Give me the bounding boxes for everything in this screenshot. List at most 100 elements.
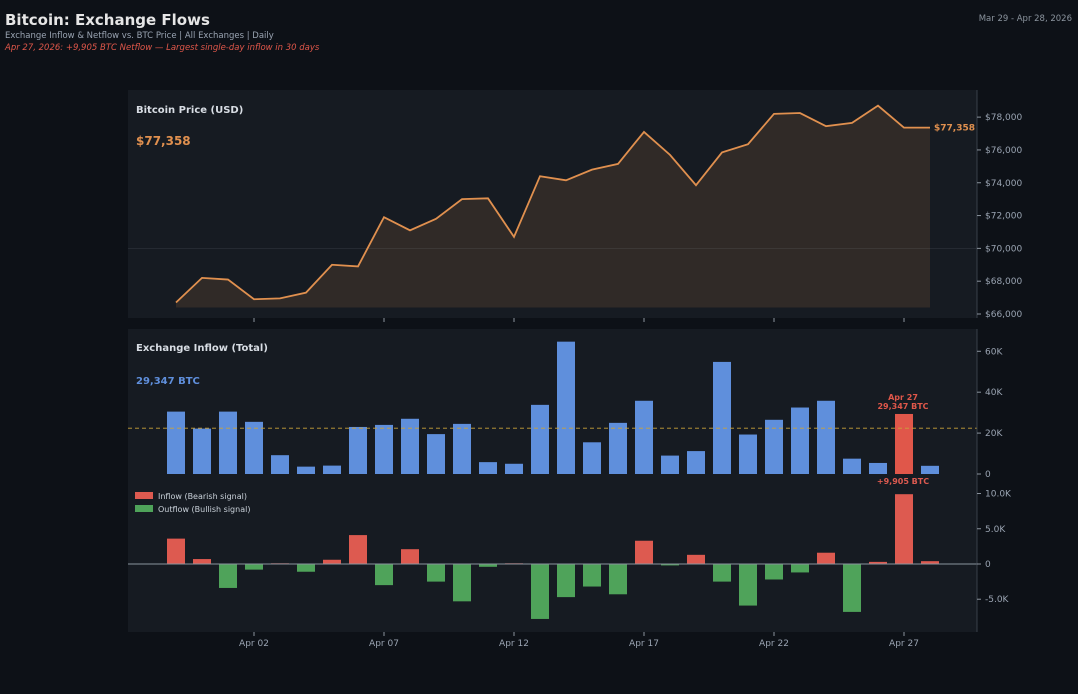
netflow-bar [297,563,315,572]
inflow-bar [245,421,263,474]
inflow-bar [401,418,419,474]
inflow-bar [583,442,601,474]
price-line [175,104,930,304]
netflow-bar [453,563,471,602]
price-y-tick-label: $78,000 [985,113,1022,123]
inflow-bar [765,419,783,474]
netflow-bar [557,563,575,598]
price-panel-title: Bitcoin Price (USD) [136,105,243,116]
netflow-bar [375,563,393,586]
x-tick-label: Apr 22 [759,639,789,649]
netflow-bar [687,554,705,564]
netflow-bar [635,540,653,564]
inflow-bar [297,466,315,474]
price-panel [128,90,977,318]
inflow-annotation-value: 29,347 BTC [877,402,928,411]
inflow-bar [661,455,679,474]
x-tick-label: Apr 17 [629,639,659,649]
x-tick-label: Apr 07 [369,639,399,649]
legend-outflow-label: Outflow (Bullish signal) [158,505,250,514]
netflow-y-tick-label: 10.0K [985,490,1012,500]
legend-inflow-swatch [135,492,153,499]
price-area [176,105,930,308]
inflow-bar [193,428,211,474]
x-tick-label: Apr 12 [499,639,529,649]
inflow-bar [349,426,367,474]
netflow-bar [895,494,913,564]
inflow-bar [531,404,549,474]
inflow-current-value: 29,347 BTC [136,376,200,387]
netflow-bar [219,563,237,588]
page-title: Bitcoin: Exchange Flows [5,11,210,29]
netflow-y-tick-label: 0 [985,560,991,570]
inflow-bar [271,455,289,474]
netflow-bar [817,552,835,564]
netflow-bar [531,563,549,619]
inflow-bar [609,422,627,474]
netflow-bar [739,563,757,606]
netflow-y-tick-label: 5.0K [985,525,1006,535]
date-range: Mar 29 - Apr 28, 2026 [978,14,1072,24]
netflow-bar [661,563,679,566]
inflow-bar [869,462,887,474]
inflow-annotation-date: Apr 27 [888,393,918,402]
legend-inflow-label: Inflow (Bearish signal) [158,492,247,501]
netflow-bar [583,563,601,587]
netflow-bar [921,561,939,564]
highlight-note: Apr 27, 2026: +9,905 BTC Netflow — Large… [5,43,320,53]
inflow-panel [128,329,977,484]
inflow-y-tick-label: 40K [985,388,1003,398]
netflow-bar [349,535,367,564]
price-y-tick-label: $76,000 [985,146,1022,156]
netflow-panel [128,484,977,632]
legend-outflow-swatch [135,505,153,512]
netflow-bar [427,563,445,582]
netflow-bar [245,563,263,570]
netflow-bar [765,563,783,580]
inflow-bar [167,411,185,474]
page-subtitle: Exchange Inflow & Netflow vs. BTC Price … [5,31,274,41]
inflow-bar [817,400,835,474]
inflow-y-tick-label: 0 [985,470,991,480]
inflow-bar [505,463,523,474]
inflow-bar [791,407,809,474]
inflow-bar [713,361,731,474]
inflow-bar [323,465,341,474]
inflow-y-tick-label: 60K [985,347,1003,357]
inflow-bar [921,465,939,474]
netflow-bar [791,563,809,573]
inflow-bar [557,341,575,474]
netflow-bar [193,559,211,564]
x-tick-label: Apr 02 [239,639,269,649]
price-y-tick-label: $72,000 [985,212,1022,222]
netflow-bar [479,563,497,567]
chart-header: Bitcoin: Exchange Flows Exchange Inflow … [5,10,319,54]
netflow-bar [713,563,731,582]
inflow-bar [219,411,237,474]
netflow-bar [869,561,887,564]
x-tick-label: Apr 27 [889,639,919,649]
inflow-bar [739,434,757,474]
netflow-bar [609,563,627,595]
price-y-tick-label: $74,000 [985,179,1022,189]
price-y-tick-label: $68,000 [985,277,1022,287]
netflow-annotation: +9,905 BTC [877,477,929,486]
inflow-bar [895,413,913,474]
netflow-bar [167,538,185,564]
price-y-tick-label: $66,000 [985,310,1022,320]
netflow-y-tick-label: -5.0K [985,595,1010,605]
inflow-bar [843,458,861,474]
inflow-panel-title: Exchange Inflow (Total) [136,343,268,354]
price-y-tick-label: $70,000 [985,244,1022,254]
price-current-value: $77,358 [136,134,191,148]
inflow-bar [427,434,445,474]
inflow-bar [479,462,497,474]
inflow-bar [687,451,705,474]
inflow-y-tick-label: 20K [985,429,1003,439]
inflow-bar [375,424,393,474]
price-end-label: $77,358 [934,124,975,134]
inflow-bar [635,400,653,474]
netflow-bar [401,549,419,564]
netflow-bar [843,563,861,612]
